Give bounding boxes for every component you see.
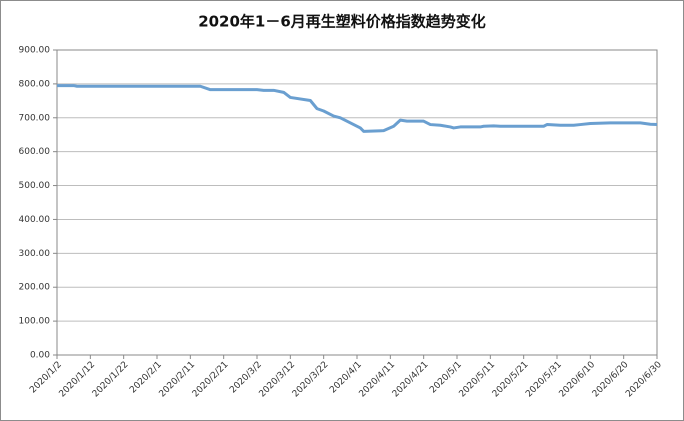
y-tick-label: 0.00 [30, 351, 50, 361]
y-tick-label: 100.00 [19, 317, 51, 327]
y-tick-label: 900.00 [19, 46, 51, 56]
y-tick-label: 200.00 [19, 283, 51, 293]
y-tick-label: 500.00 [19, 181, 51, 191]
y-tick-label: 400.00 [19, 215, 51, 225]
y-tick-label: 300.00 [19, 249, 51, 259]
chart-title: 2020年1－6月再生塑料价格指数趋势变化 [198, 13, 486, 31]
line-series [57, 84, 658, 133]
y-tick-label: 600.00 [19, 147, 51, 157]
y-tick-label: 800.00 [19, 79, 51, 89]
y-tick-label: 700.00 [19, 113, 51, 123]
